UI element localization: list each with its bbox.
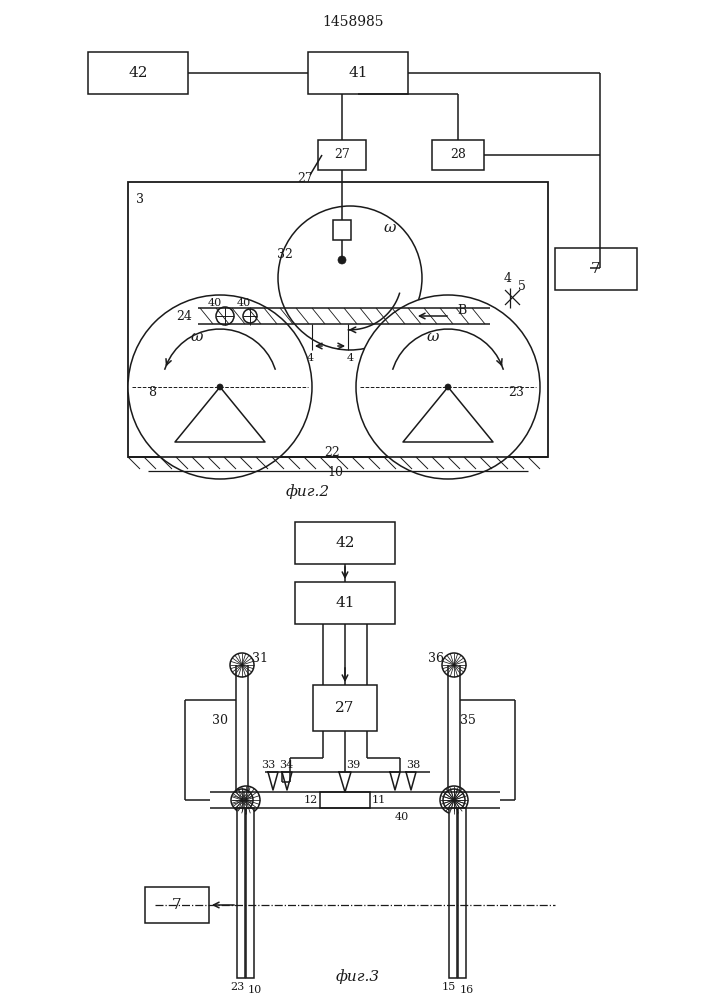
Text: 42: 42 [335,536,355,550]
Text: 7: 7 [173,898,182,912]
Text: 4: 4 [306,353,314,363]
Circle shape [338,256,346,264]
Text: 41: 41 [349,66,368,80]
Text: 24: 24 [176,310,192,322]
Text: 31: 31 [252,652,268,664]
Text: фиг.3: фиг.3 [336,970,380,984]
Circle shape [216,307,234,325]
Text: 4: 4 [504,271,512,284]
Bar [308,52,408,94]
Bar [128,182,548,457]
Circle shape [231,789,253,811]
Text: 12: 12 [304,795,318,805]
Circle shape [128,295,312,479]
Text: фиг.2: фиг.2 [286,485,330,499]
Text: 27: 27 [297,172,313,184]
Circle shape [442,653,466,677]
Bar [295,582,395,624]
Bar [458,808,466,978]
Text: 33: 33 [261,760,275,770]
Circle shape [440,786,468,814]
Text: 39: 39 [346,760,360,770]
Bar [432,140,484,170]
Circle shape [278,206,422,350]
Text: 30: 30 [212,714,228,726]
Circle shape [243,309,257,323]
Text: 4: 4 [346,353,354,363]
Bar [295,522,395,564]
Text: 27: 27 [335,701,355,715]
Bar [313,685,377,731]
Bar [555,248,637,290]
Text: 23: 23 [508,386,524,399]
Text: 8: 8 [148,386,156,399]
Text: 1458985: 1458985 [322,15,384,29]
Text: 11: 11 [372,795,386,805]
Text: 32: 32 [277,247,293,260]
Bar [88,52,188,94]
Bar [449,808,457,978]
Circle shape [230,653,254,677]
Text: 10: 10 [248,985,262,995]
Text: 40: 40 [395,812,409,822]
Circle shape [217,384,223,390]
Text: 27: 27 [334,148,350,161]
Text: 15: 15 [442,982,456,992]
Text: ω: ω [191,330,203,344]
Text: 34: 34 [279,760,293,770]
Text: 38: 38 [406,760,420,770]
Text: ω: ω [384,221,396,235]
Text: 40: 40 [208,298,222,308]
Text: 36: 36 [428,652,444,664]
Text: 42: 42 [128,66,148,80]
Bar [320,792,370,808]
Text: 22: 22 [324,446,340,458]
Circle shape [232,786,260,814]
Text: 23: 23 [230,982,244,992]
Text: 3: 3 [136,193,144,206]
Text: 16: 16 [460,985,474,995]
Circle shape [445,384,451,390]
Circle shape [356,295,540,479]
Bar [333,220,351,240]
Text: 10: 10 [327,466,343,479]
Text: 5: 5 [518,279,526,292]
Text: 40: 40 [237,298,251,308]
Text: 28: 28 [450,148,466,161]
Text: 7: 7 [591,262,601,276]
Text: 35: 35 [460,714,476,726]
Text: B: B [457,304,467,318]
Text: 41: 41 [335,596,355,610]
Text: ω: ω [427,330,439,344]
Bar [246,808,254,978]
Bar [318,140,366,170]
Bar [145,887,209,923]
Bar [237,808,245,978]
Circle shape [443,789,465,811]
